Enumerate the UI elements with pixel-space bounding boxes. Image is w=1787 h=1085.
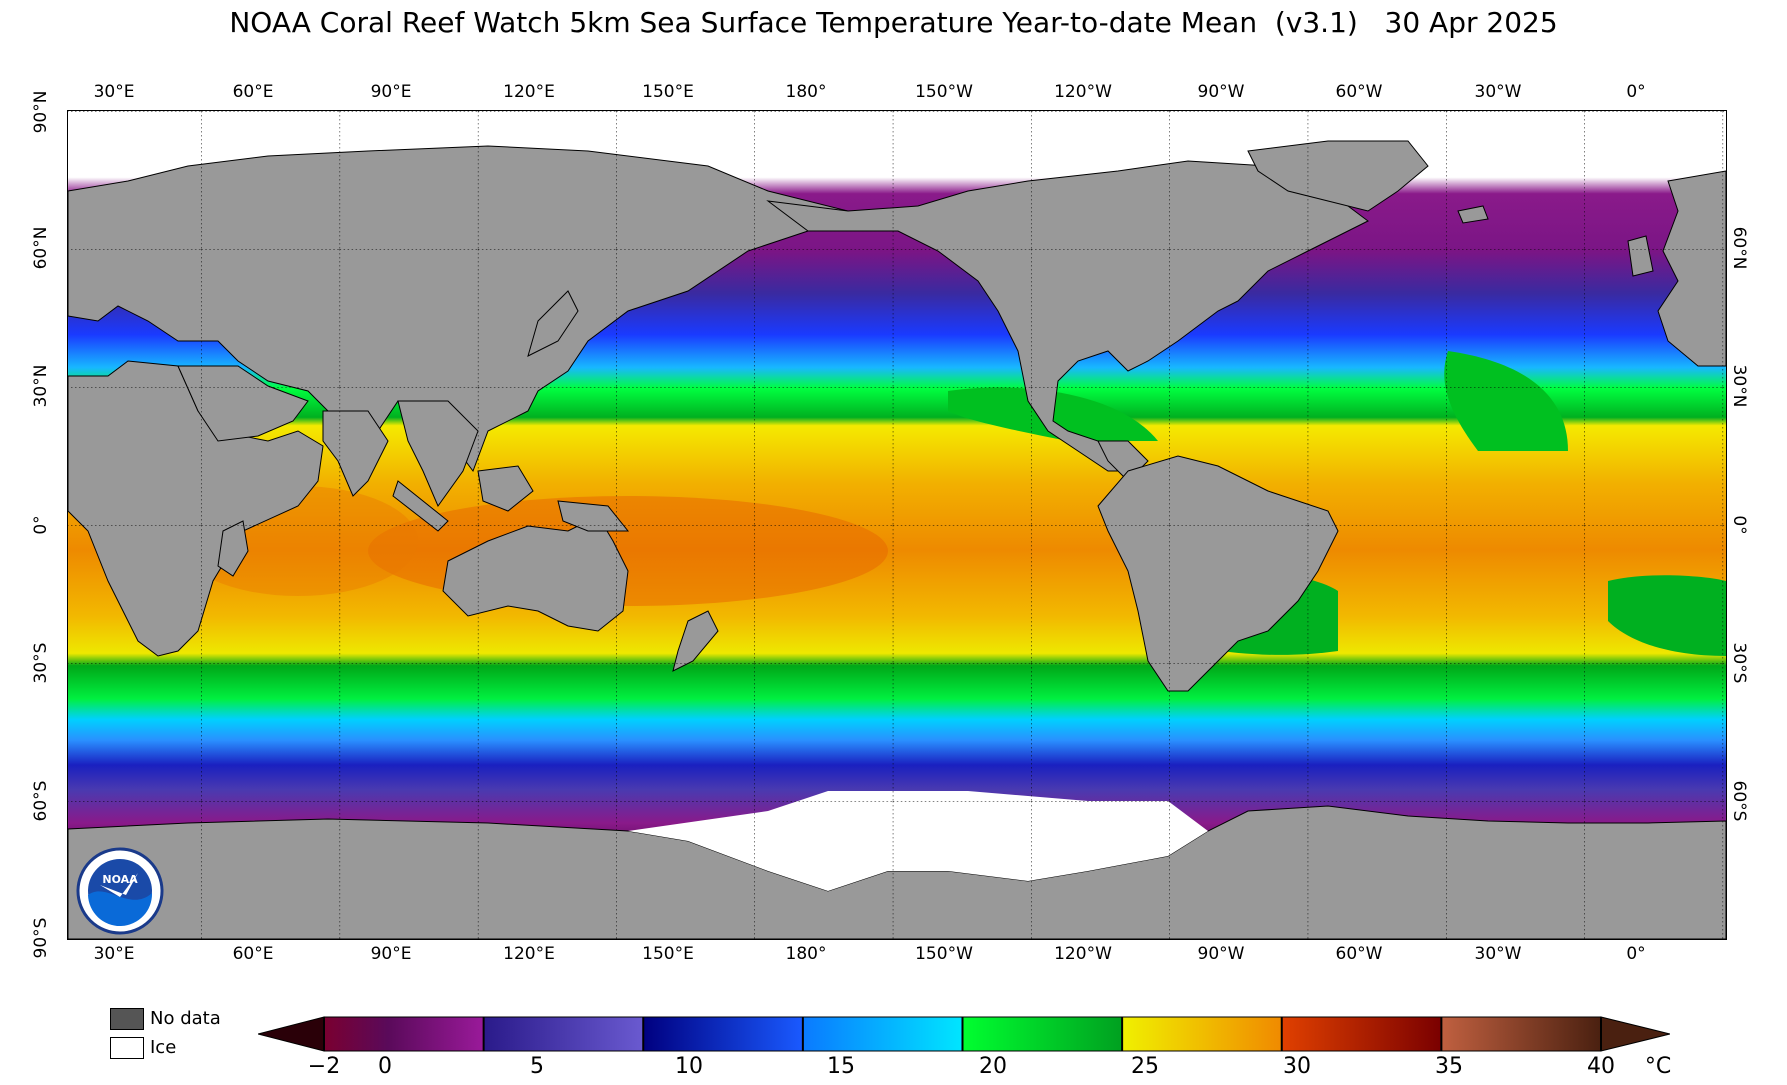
sst-map: NOAA — [67, 110, 1727, 940]
lon-tick: 60°W — [1335, 944, 1383, 964]
colorbar-label: 25 — [1131, 1054, 1159, 1079]
lon-tick: 60°W — [1335, 82, 1383, 102]
colorbar-label: 30 — [1283, 1054, 1311, 1079]
lon-tick: 120°E — [503, 944, 555, 964]
lon-tick: 0° — [1626, 82, 1646, 102]
lon-tick: 150°E — [642, 944, 694, 964]
colorbar — [257, 1016, 1671, 1052]
lon-tick: 150°W — [915, 944, 973, 964]
no-data-swatch — [110, 1008, 144, 1030]
lat-tick: 60°N — [1729, 226, 1749, 270]
lon-tick: 60°E — [232, 82, 274, 102]
lon-tick: 30°W — [1474, 944, 1522, 964]
lat-tick: 30°S — [1729, 642, 1749, 684]
lat-tick: 30°N — [31, 364, 51, 408]
colorbar-label: 35 — [1435, 1054, 1463, 1079]
lon-tick: 180° — [785, 944, 827, 964]
map-title: NOAA Coral Reef Watch 5km Sea Surface Te… — [229, 6, 1558, 39]
lon-tick: 120°W — [1054, 944, 1112, 964]
colorbar-label: 10 — [675, 1054, 703, 1079]
colorbar-low-arrow — [257, 1016, 325, 1052]
noaa-logo: NOAA — [76, 847, 164, 935]
lat-tick: 30°N — [1729, 364, 1749, 408]
lon-tick: 30°W — [1474, 82, 1522, 102]
lon-tick: 150°E — [642, 82, 694, 102]
lat-tick: 60°N — [31, 226, 51, 270]
lon-tick: 90°E — [370, 82, 412, 102]
lat-tick: 60°S — [31, 780, 51, 822]
colorbar-label: 40 — [1587, 1054, 1615, 1079]
svg-text:NOAA: NOAA — [102, 873, 138, 886]
lon-tick: 0° — [1626, 944, 1646, 964]
colorbar-high-arrow — [1600, 1016, 1671, 1052]
lon-tick: 90°E — [370, 944, 412, 964]
lon-tick: 150°W — [915, 82, 973, 102]
lon-tick: 120°E — [503, 82, 555, 102]
lon-tick: 30°E — [93, 82, 135, 102]
colorbar-unit: °C — [1644, 1054, 1672, 1079]
lon-tick: 120°W — [1054, 82, 1112, 102]
colorbar-label: 5 — [530, 1054, 544, 1079]
lat-tick: 90°S — [31, 917, 51, 959]
lat-tick: 30°S — [31, 642, 51, 684]
lon-tick: 60°E — [232, 944, 274, 964]
lat-tick: 60°S — [1729, 780, 1749, 822]
colorbar-label: 20 — [979, 1054, 1007, 1079]
colorbar-label: −2 — [307, 1054, 341, 1079]
lon-tick: 90°W — [1197, 82, 1245, 102]
lon-tick: 90°W — [1197, 944, 1245, 964]
lat-tick: 90°N — [31, 90, 51, 134]
lat-tick: 0° — [31, 515, 51, 535]
no-data-label: No data — [150, 1008, 221, 1029]
colorbar-label: 0 — [378, 1054, 392, 1079]
ice-swatch — [110, 1037, 144, 1059]
lon-tick: 30°E — [93, 944, 135, 964]
colorbar-label: 15 — [827, 1054, 855, 1079]
ice-label: Ice — [150, 1037, 177, 1058]
graticule — [68, 111, 1726, 939]
lat-tick: 0° — [1729, 515, 1749, 535]
lon-tick: 180° — [785, 82, 827, 102]
